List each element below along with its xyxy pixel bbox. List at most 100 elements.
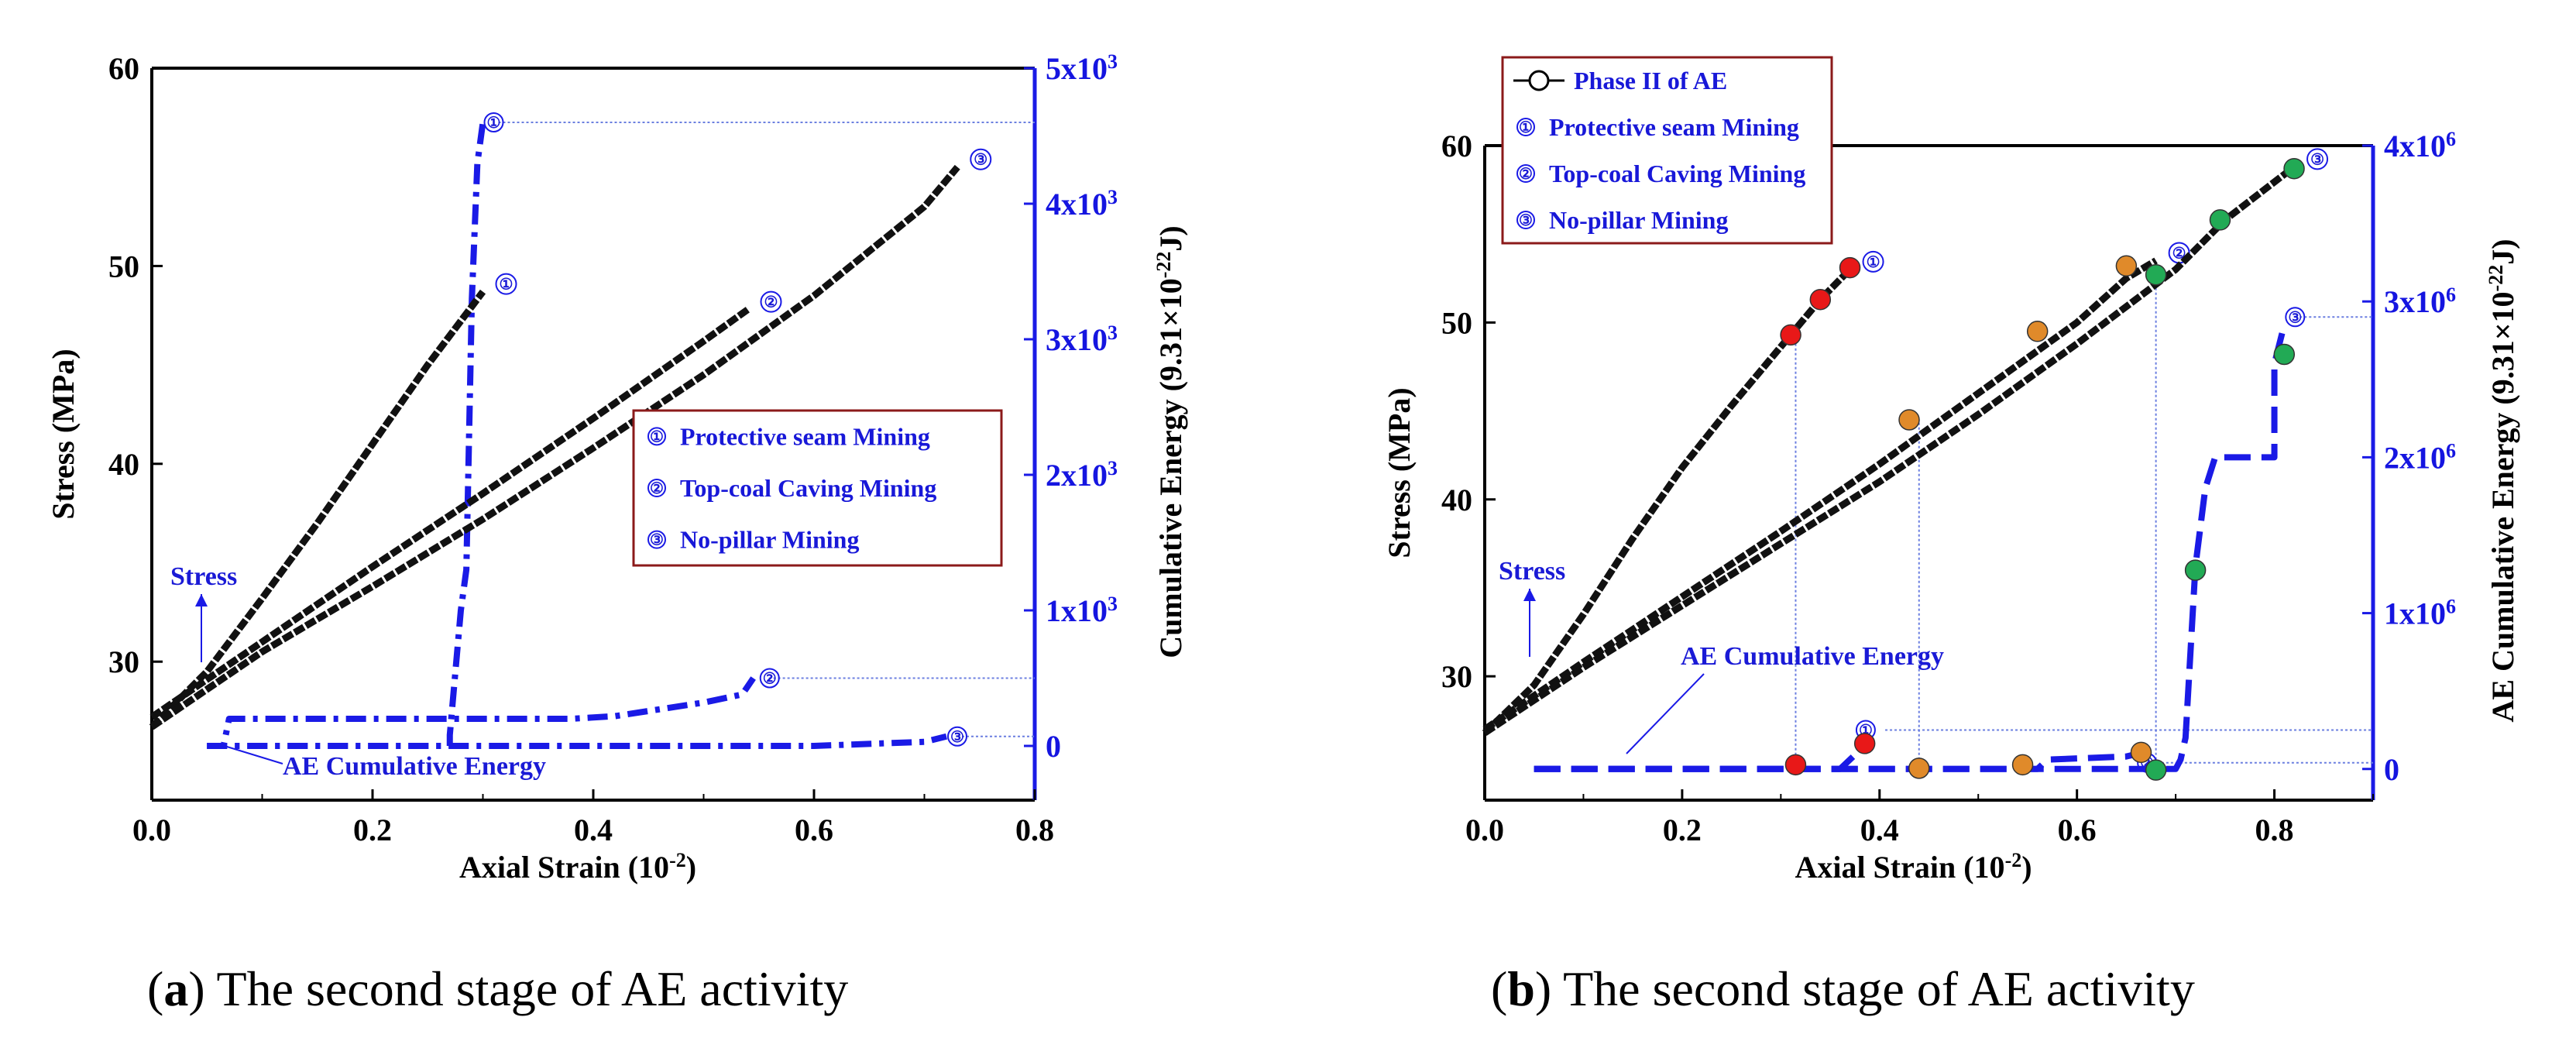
ae-annotation: AE Cumulative Energy	[1681, 642, 1944, 671]
legend-label: Protective seam Mining	[1549, 113, 1799, 141]
phase-point-orange	[2026, 321, 2049, 342]
x-tick-label: 0.6	[2058, 813, 2097, 847]
panel-b: 0.0 0.2 0.4 0.6 0.8 30 40 50 60 0 1x106 2x106 3x106 4…	[1382, 56, 2520, 1016]
stress-series-marker-label: ①	[500, 277, 513, 294]
stress-series-line	[149, 289, 486, 730]
ae-series-marker-circle	[483, 112, 504, 132]
stress-series-marker-circle	[760, 290, 782, 313]
y-tick-label: 50	[1441, 305, 1472, 340]
legend-marker: ①	[1519, 119, 1533, 136]
phase-point-green	[2184, 559, 2207, 581]
ae-series-line	[207, 733, 947, 749]
stress-series-marker-label: ③	[2310, 151, 2324, 168]
y-tick-label: 40	[1441, 483, 1472, 517]
legend-circle-sample	[1528, 70, 1550, 91]
x-tick-label: 0.6	[795, 813, 833, 847]
legend-marker: ②	[1519, 166, 1533, 183]
y2-tick-label: 2x103	[1046, 457, 1118, 493]
stress-series-marker-label: ①	[1867, 254, 1880, 271]
stress-series-marker-circle	[2306, 148, 2329, 170]
x-tick-label: 0.2	[1663, 813, 1702, 847]
y-axis-title: Stress (MPa)	[46, 349, 81, 519]
legend-marker-circle	[647, 479, 666, 497]
phase-point-red	[1780, 324, 1801, 346]
legend-label: Top-coal Caving Mining	[680, 474, 936, 502]
x-tick-label: 0.0	[132, 813, 171, 847]
phase-point-green	[2145, 759, 2167, 781]
phase-point-orange	[2115, 255, 2138, 277]
stress-series-marker-circle	[1862, 250, 1884, 273]
stress-annotation: Stress	[1499, 557, 1565, 586]
ae-series-marker-circle	[2285, 307, 2306, 328]
legend-marker-circle	[647, 530, 666, 549]
stress-series-line	[1482, 257, 2158, 733]
y2-tick-label: 1x103	[1046, 593, 1118, 628]
ae-annotation-arrow	[1626, 673, 1705, 754]
y2-axis-title: Cumulative Energy (9.31×10-22J)	[1152, 225, 1188, 658]
phase-point-orange	[2011, 754, 2034, 776]
phase-point-green	[2273, 343, 2296, 366]
ae-series-marker-label: ③	[950, 729, 964, 746]
x-axis-title: Axial Strain (10-2)	[459, 849, 696, 885]
ae-series-line	[207, 122, 486, 749]
ae-series-marker-label: ②	[763, 671, 777, 688]
legend-marker-circle	[1516, 118, 1535, 136]
stress-series-marker-circle	[970, 148, 992, 170]
phase-point-red	[1809, 288, 1832, 311]
legend-box	[1501, 56, 1833, 245]
y2-tick-label: 4x106	[2384, 128, 2456, 163]
ae-series-marker-circle	[759, 668, 780, 689]
y2-tick-label: 0	[1046, 729, 1061, 764]
y-tick-label: 60	[1441, 129, 1472, 163]
legend-label: No-pillar Mining	[1549, 206, 1728, 234]
stress-annotation-arrowhead	[195, 594, 208, 606]
stress-series-marker-label: ③	[974, 152, 987, 169]
ae-series-marker-label: ①	[487, 115, 501, 132]
x-axis-title: Axial Strain (10-2)	[1795, 849, 2032, 885]
phase-point-green	[2145, 263, 2167, 286]
panel-caption: (b) The second stage of AE activity	[1491, 961, 2195, 1016]
y-axis-title: Stress (MPa)	[1382, 387, 1417, 558]
y-tick-label: 30	[1441, 659, 1472, 694]
stress-series-line	[149, 306, 750, 720]
y-tick-label: 30	[108, 644, 139, 679]
x-tick-label: 0.8	[1015, 813, 1054, 847]
ae-annotation-arrow	[216, 743, 283, 765]
legend-marker: ①	[650, 428, 664, 445]
legend-marker: ③	[1519, 212, 1533, 229]
phase-point-green	[2283, 157, 2305, 180]
y2-tick-label: 0	[2384, 752, 2399, 787]
phase-point-orange	[2130, 741, 2152, 764]
stress-annotation: Stress	[170, 562, 237, 591]
legend-marker: ③	[650, 532, 664, 549]
x-tick-label: 0.8	[2255, 813, 2294, 847]
x-tick-label: 0.0	[1465, 813, 1504, 847]
x-tick-label: 0.2	[353, 813, 392, 847]
y2-tick-label: 3x106	[2384, 283, 2456, 319]
legend-marker-circle	[647, 427, 666, 446]
legend-label: Top-coal Caving Mining	[1549, 160, 1805, 187]
legend-label: Phase II of AE	[1574, 67, 1727, 94]
y2-axis-title: AE Cumulative Energy (9.31×10-22J)	[2485, 239, 2520, 722]
y2-tick-label: 2x106	[2384, 439, 2456, 475]
stress-series-marker-label: ②	[764, 294, 778, 311]
y2-tick-label: 3x103	[1046, 321, 1118, 357]
stress-series-marker-circle	[495, 273, 517, 295]
phase-point-red	[1839, 256, 1861, 279]
y2-tick-label: 1x106	[2384, 596, 2456, 631]
legend-label: No-pillar Mining	[680, 526, 859, 554]
legend-marker-circle	[1516, 164, 1535, 183]
legend-box	[632, 409, 1003, 567]
x-tick-label: 0.4	[1860, 813, 1899, 847]
y-tick-label: 50	[108, 249, 139, 283]
x-tick-label: 0.4	[574, 813, 613, 847]
legend-marker-circle	[1516, 211, 1535, 229]
panel-a: 0.0 0.2 0.4 0.6 0.8 30 40 50 60 0 1x103 2x103 3x103 4…	[46, 50, 1188, 1016]
stress-series-line	[1482, 266, 1853, 736]
ae-series-marker-label: ③	[2288, 309, 2302, 326]
ae-annotation: AE Cumulative Energy	[283, 752, 546, 781]
ae-series-marker-circle	[947, 726, 967, 747]
phase-point-red	[1853, 733, 1876, 754]
stress-annotation-arrowhead	[1523, 589, 1536, 601]
